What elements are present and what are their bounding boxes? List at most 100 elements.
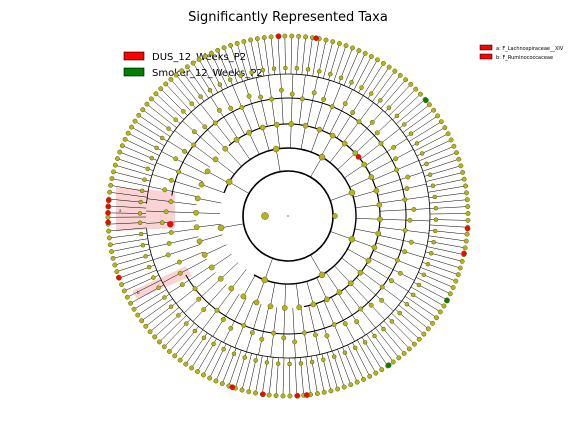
- tree-node: [362, 50, 368, 56]
- tree-branch: [380, 79, 406, 109]
- tree-node: [368, 302, 374, 308]
- tree-branch: [116, 259, 154, 272]
- tree-node: [397, 72, 403, 78]
- tree-node: [288, 121, 295, 127]
- tree-branch: [149, 186, 199, 198]
- tree-node: [238, 73, 244, 78]
- tree-node: [268, 34, 274, 40]
- tree-branch: [141, 298, 173, 321]
- tree-node: [144, 101, 150, 107]
- tree-branch: [351, 239, 375, 248]
- tree-node: [260, 67, 266, 73]
- tree-node: [229, 384, 236, 391]
- tree-node: [168, 304, 174, 309]
- tree-branch: [250, 39, 259, 78]
- tree-node: [249, 330, 255, 336]
- tree-node: [427, 102, 432, 108]
- tree-node: [379, 297, 385, 303]
- tree-node: [246, 93, 252, 99]
- tree-node: [402, 227, 408, 233]
- tree-branch: [162, 258, 207, 283]
- tree-branch: [108, 227, 147, 232]
- tree-node: [402, 249, 408, 255]
- tree-node: [105, 203, 112, 210]
- tree-node: [465, 204, 471, 210]
- tree-node: [393, 156, 399, 162]
- tree-branch: [300, 125, 306, 150]
- tree-node: [445, 131, 451, 137]
- tree-branch: [408, 121, 442, 142]
- tree-node: [121, 288, 127, 294]
- tree-node: [173, 72, 179, 78]
- tree-node: [310, 301, 317, 308]
- tree-node: [273, 121, 280, 128]
- tree-node: [455, 272, 461, 278]
- tree-node: [215, 47, 221, 53]
- tree-branch: [314, 80, 330, 129]
- tree-node: [335, 386, 341, 392]
- tree-node: [201, 307, 207, 313]
- tree-node: [114, 156, 120, 162]
- tree-node: [385, 362, 392, 369]
- tree-node: [108, 182, 114, 188]
- tree-branch: [175, 74, 200, 105]
- tree-branch: [305, 356, 311, 395]
- tree-node: [217, 82, 223, 87]
- tree-branch: [198, 59, 219, 93]
- tree-node: [151, 275, 156, 280]
- tree-node: [301, 330, 307, 336]
- tree-branch: [215, 346, 232, 382]
- tree-node: [329, 132, 336, 139]
- tree-node: [195, 369, 200, 375]
- tree-node: [451, 143, 457, 149]
- tree-node: [289, 91, 295, 97]
- tree-node: [414, 141, 420, 146]
- tree-node: [106, 228, 112, 234]
- tree-node: [208, 264, 215, 271]
- clade-highlight-a: [116, 187, 175, 231]
- tree-node: [431, 107, 437, 113]
- tree-node: [211, 341, 216, 347]
- tree-node: [191, 129, 197, 135]
- tree-branch: [149, 236, 199, 249]
- tree-node: [369, 119, 375, 125]
- tree-node: [432, 194, 438, 200]
- tree-node: [408, 239, 414, 245]
- tree-node: [349, 80, 354, 85]
- tree-node: [394, 113, 400, 119]
- tree-node: [192, 328, 198, 334]
- tree-node: [198, 94, 203, 99]
- tree-node: [431, 239, 436, 245]
- tree-node: [168, 229, 174, 235]
- tree-node: [173, 156, 179, 162]
- tree-node: [140, 107, 146, 113]
- tree-node: [216, 107, 222, 113]
- tree-node: [105, 210, 111, 216]
- tree-node: [217, 275, 224, 282]
- tree-branch: [349, 176, 372, 188]
- tree-node: [430, 183, 436, 188]
- tree-node: [280, 393, 286, 399]
- tree-node: [183, 361, 189, 367]
- tree-branch: [429, 199, 468, 204]
- tree-branch: [426, 246, 464, 255]
- tree-branch: [337, 153, 356, 170]
- tree-branch: [429, 224, 468, 228]
- tree-branch: [344, 164, 365, 179]
- tree-branch: [110, 238, 148, 246]
- tree-node: [380, 60, 386, 66]
- tree-branch: [375, 327, 400, 358]
- tree-node: [350, 110, 356, 115]
- tree-node: [411, 206, 417, 212]
- tree-node: [239, 387, 245, 393]
- tree-node: [153, 91, 159, 97]
- tree-branch: [290, 36, 293, 75]
- tree-node: [287, 215, 289, 217]
- tree-node: [189, 101, 194, 106]
- tree-branch: [290, 74, 294, 125]
- tree-node: [299, 96, 305, 102]
- tree-branch: [336, 95, 364, 139]
- tree-branch: [329, 143, 345, 163]
- tree-node: [347, 280, 354, 287]
